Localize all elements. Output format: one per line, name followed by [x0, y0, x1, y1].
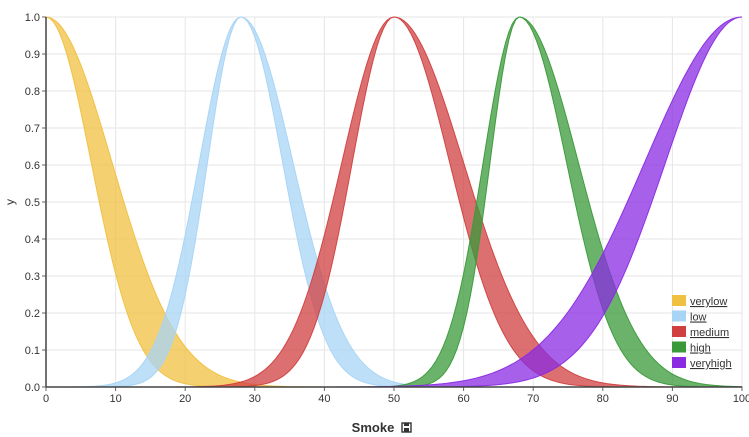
legend-label: veryhigh: [690, 358, 732, 370]
y-tick-label: 0.0: [25, 382, 40, 394]
x-tick-label: 80: [597, 393, 609, 405]
legend-swatch: [672, 326, 686, 337]
x-tick-label: 70: [527, 393, 539, 405]
legend-label: medium: [690, 327, 729, 339]
x-axis-label: Smoke: [352, 420, 395, 435]
legend-swatch: [672, 341, 686, 353]
legend-item-medium[interactable]: medium: [672, 326, 729, 339]
save-icon[interactable]: [401, 422, 412, 433]
x-tick-label: 40: [318, 393, 330, 405]
x-tick-label: 0: [43, 393, 49, 405]
legend: verylow low medium high veryhigh: [672, 295, 732, 370]
axes: 0 10 20 30 40 50 60 70 80 90 100 0.0 0.1 0.2 0.3 0.4 0.5…: [25, 12, 749, 405]
x-tick-label: 60: [457, 393, 469, 405]
y-tick-label: 0.2: [25, 308, 40, 320]
y-tick-label: 1.0: [25, 12, 40, 24]
legend-item-high[interactable]: high: [672, 341, 711, 355]
x-tick-label: 100: [733, 393, 749, 405]
y-tick-label: 0.5: [25, 197, 40, 209]
legend-item-veryhigh[interactable]: veryhigh: [672, 357, 732, 370]
y-tick-label: 0.7: [25, 123, 40, 135]
y-tick-label: 0.3: [25, 271, 40, 283]
x-tick-label: 30: [249, 393, 261, 405]
y-tick-label: 0.4: [25, 234, 40, 246]
legend-swatch: [672, 357, 686, 368]
legend-item-low[interactable]: low: [672, 310, 707, 324]
x-tick-label: 90: [666, 393, 678, 405]
x-tick-label: 10: [109, 393, 121, 405]
legend-label: high: [690, 343, 711, 355]
x-tick-label: 20: [179, 393, 191, 405]
legend-item-verylow[interactable]: verylow: [672, 295, 727, 308]
y-tick-label: 0.1: [25, 345, 40, 357]
y-tick-label: 0.8: [25, 86, 40, 98]
legend-swatch: [672, 310, 686, 322]
band-medium: [46, 16, 742, 388]
legend-label: verylow: [690, 296, 727, 308]
legend-swatch: [672, 295, 686, 306]
y-axis-label: y: [3, 199, 17, 205]
y-tick-label: 0.6: [25, 160, 40, 172]
y-tick-label: 0.9: [25, 49, 40, 61]
legend-label: low: [690, 312, 707, 324]
x-tick-label: 50: [388, 393, 400, 405]
